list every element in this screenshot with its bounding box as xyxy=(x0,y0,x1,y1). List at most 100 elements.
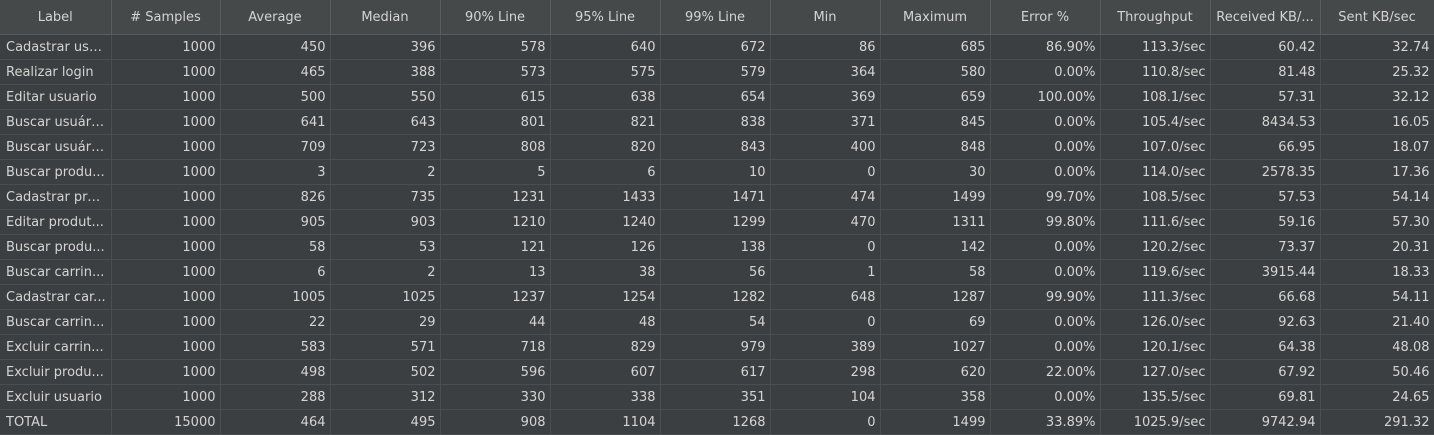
table-cell: 1282 xyxy=(660,284,771,310)
table-cell: 16.05 xyxy=(1320,109,1434,135)
column-header-maximum[interactable]: Maximum xyxy=(880,0,991,35)
table-cell: 3915.44 xyxy=(1210,259,1321,285)
table-cell: 120.1/sec xyxy=(1100,334,1211,360)
column-header-sent-kb[interactable]: Sent KB/sec xyxy=(1320,0,1434,35)
table-row-total[interactable]: TOTAL 15000 464 495 908 1104 1268 0 1499 33.89% 10… xyxy=(0,409,1434,435)
table-cell: 735 xyxy=(330,184,441,210)
column-header-95-line[interactable]: 95% Line xyxy=(550,0,661,35)
row-label-cell: Buscar carrin... xyxy=(0,309,112,335)
table-cell: 829 xyxy=(550,334,661,360)
table-cell: 60.42 xyxy=(1210,34,1321,60)
table-cell: 838 xyxy=(660,109,771,135)
table-cell: 638 xyxy=(550,84,661,110)
column-header-throughput[interactable]: Throughput xyxy=(1100,0,1211,35)
table-row[interactable]: Editar produt... 1000 905 903 1210 1240 1299 47… xyxy=(0,209,1434,235)
table-cell: 0.00% xyxy=(990,234,1101,260)
table-cell: 48 xyxy=(550,309,661,335)
table-cell: 0 xyxy=(770,309,881,335)
table-cell: 723 xyxy=(330,134,441,160)
table-cell: 108.1/sec xyxy=(1100,84,1211,110)
table-cell: 578 xyxy=(440,34,551,60)
table-cell: 6 xyxy=(220,259,331,285)
table-cell: 0.00% xyxy=(990,334,1101,360)
table-cell: 127.0/sec xyxy=(1100,359,1211,385)
column-header-90-line[interactable]: 90% Line xyxy=(440,0,551,35)
column-header-99-line[interactable]: 99% Line xyxy=(660,0,771,35)
table-cell: 1000 xyxy=(111,284,221,310)
table-cell: 105.4/sec xyxy=(1100,109,1211,135)
table-row[interactable]: Cadastrar usu... 1000 450 396 578 640 672 86 685… xyxy=(0,34,1434,60)
table-cell: 1471 xyxy=(660,184,771,210)
table-cell: 5 xyxy=(440,159,551,185)
table-row[interactable]: Buscar usuári... 1000 641 643 801 821 838 371 84… xyxy=(0,109,1434,135)
table-cell: 330 xyxy=(440,384,551,410)
table-cell: 498 xyxy=(220,359,331,385)
table-cell: 107.0/sec xyxy=(1100,134,1211,160)
table-cell: 33.89% xyxy=(990,409,1101,435)
row-label-cell: TOTAL xyxy=(0,409,112,435)
table-cell: 1000 xyxy=(111,134,221,160)
table-cell: 1000 xyxy=(111,34,221,60)
table-row[interactable]: Buscar carrin... 1000 6 2 13 38 56 1 58 0.00% 119.… xyxy=(0,259,1434,285)
table-cell: 20.31 xyxy=(1320,234,1434,260)
table-cell: 0.00% xyxy=(990,159,1101,185)
table-cell: 685 xyxy=(880,34,991,60)
table-cell: 607 xyxy=(550,359,661,385)
table-cell: 110.8/sec xyxy=(1100,59,1211,85)
table-cell: 550 xyxy=(330,84,441,110)
table-cell: 66.68 xyxy=(1210,284,1321,310)
table-row[interactable]: Cadastrar pro... 1000 826 735 1231 1433 1471 47… xyxy=(0,184,1434,210)
table-cell: 0.00% xyxy=(990,259,1101,285)
table-row[interactable]: Realizar login 1000 465 388 573 575 579 364 580 0… xyxy=(0,59,1434,85)
table-cell: 64.38 xyxy=(1210,334,1321,360)
table-cell: 99.80% xyxy=(990,209,1101,235)
table-cell: 1237 xyxy=(440,284,551,310)
table-cell: 654 xyxy=(660,84,771,110)
table-row[interactable]: Buscar usuári... 1000 709 723 808 820 843 400 84… xyxy=(0,134,1434,160)
table-cell: 580 xyxy=(880,59,991,85)
table-cell: 86.90% xyxy=(990,34,1101,60)
table-row[interactable]: Editar usuario 1000 500 550 615 638 654 369 659 1… xyxy=(0,84,1434,110)
table-row[interactable]: Excluir produ... 1000 498 502 596 607 617 298 62… xyxy=(0,359,1434,385)
table-cell: 643 xyxy=(330,109,441,135)
row-label-cell: Excluir carrin... xyxy=(0,334,112,360)
table-cell: 718 xyxy=(440,334,551,360)
table-cell: 1433 xyxy=(550,184,661,210)
column-header-error-pct[interactable]: Error % xyxy=(990,0,1101,35)
table-cell: 474 xyxy=(770,184,881,210)
row-label-cell: Realizar login xyxy=(0,59,112,85)
table-cell: 100.00% xyxy=(990,84,1101,110)
table-cell: 69 xyxy=(880,309,991,335)
table-cell: 142 xyxy=(880,234,991,260)
table-row[interactable]: Buscar carrin... 1000 22 29 44 48 54 0 69 0.00% 12… xyxy=(0,309,1434,335)
table-cell: 57.31 xyxy=(1210,84,1321,110)
table-row[interactable]: Excluir usuario 1000 288 312 330 338 351 104 358… xyxy=(0,384,1434,410)
table-cell: 1210 xyxy=(440,209,551,235)
table-cell: 2 xyxy=(330,159,441,185)
table-cell: 1000 xyxy=(111,84,221,110)
column-header-samples[interactable]: # Samples xyxy=(111,0,221,35)
table-body: Cadastrar usu... 1000 450 396 578 640 672 86 685… xyxy=(0,34,1434,435)
table-row[interactable]: Excluir carrin... 1000 583 571 718 829 979 389 1… xyxy=(0,334,1434,360)
table-cell: 0 xyxy=(770,234,881,260)
table-row[interactable]: Buscar produ... 1000 58 53 121 126 138 0 142 0.00… xyxy=(0,234,1434,260)
table-cell: 1000 xyxy=(111,259,221,285)
table-row[interactable]: Buscar produ... 1000 3 2 5 6 10 0 30 0.00% 114.0/s… xyxy=(0,159,1434,185)
table-cell: 288 xyxy=(220,384,331,410)
table-cell: 126 xyxy=(550,234,661,260)
table-cell: 1000 xyxy=(111,234,221,260)
table-cell: 495 xyxy=(330,409,441,435)
table-row[interactable]: Cadastrar car... 1000 1005 1025 1237 1254 1282… xyxy=(0,284,1434,310)
table-cell: 1299 xyxy=(660,209,771,235)
table-header: Label # Samples Average Median 90% Line 95% L… xyxy=(0,0,1434,35)
table-cell: 81.48 xyxy=(1210,59,1321,85)
table-cell: 30 xyxy=(880,159,991,185)
column-header-received-kb[interactable]: Received KB/... xyxy=(1210,0,1321,35)
column-header-label[interactable]: Label xyxy=(0,0,112,35)
table-cell: 369 xyxy=(770,84,881,110)
column-header-min[interactable]: Min xyxy=(770,0,881,35)
column-header-median[interactable]: Median xyxy=(330,0,441,35)
column-header-average[interactable]: Average xyxy=(220,0,331,35)
table-cell: 358 xyxy=(880,384,991,410)
table-cell: 2578.35 xyxy=(1210,159,1321,185)
